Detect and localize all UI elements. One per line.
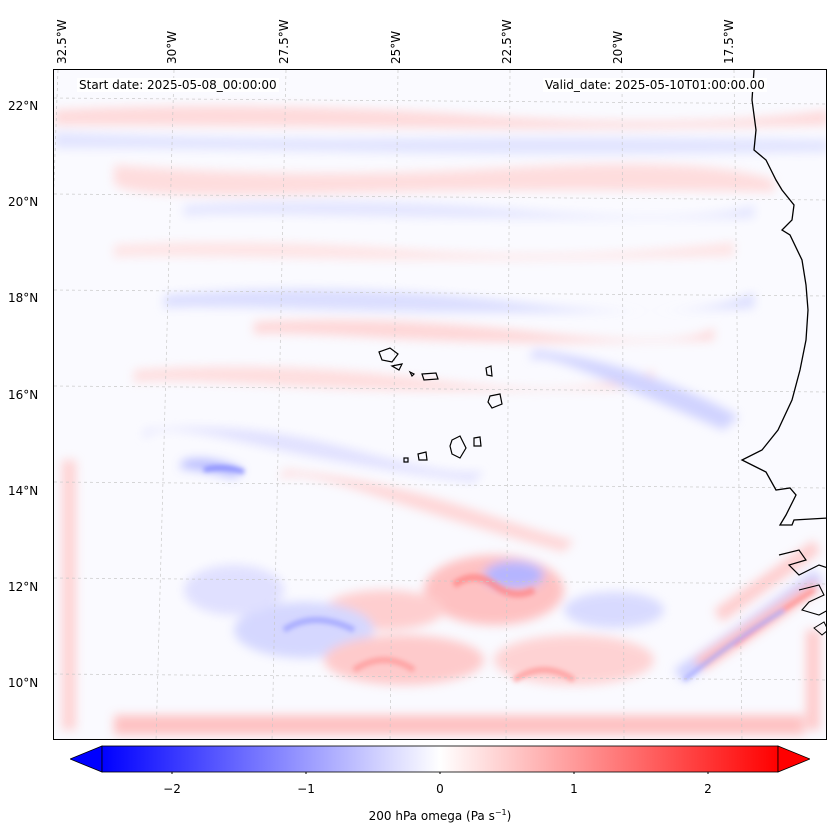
colorbar (70, 745, 810, 774)
lat-label-12n: 12°N (8, 580, 39, 594)
colorbar-tick-neg2: −2 (163, 782, 181, 796)
lat-label-14n: 14°N (8, 484, 39, 498)
cape-verde-islands (378, 347, 503, 463)
start-date-label: Start date: 2025-05-08_00:00:00 (77, 78, 279, 92)
african-coastline (740, 70, 826, 526)
colorbar-extend-max (777, 745, 810, 773)
gridlines (54, 70, 826, 739)
omega-field-map (54, 70, 826, 739)
colorbar-body (101, 745, 779, 773)
lon-label-32-5w: 32.5°W (55, 19, 69, 64)
lat-label-10n: 10°N (8, 676, 39, 690)
lon-label-27-5w: 27.5°W (277, 19, 291, 64)
omega-fine-structure (203, 465, 816, 683)
lat-label-22n: 22°N (8, 99, 39, 113)
colorbar-tick-0: 0 (436, 782, 444, 796)
colorbar-tick-neg1: −1 (297, 782, 315, 796)
map-panel (53, 69, 827, 740)
lat-label-18n: 18°N (8, 291, 39, 305)
colorbar-label-prefix: 200 hPa omega (Pa s (368, 809, 495, 823)
lon-label-22-5w: 22.5°W (500, 19, 514, 64)
lat-label-16n: 16°N (8, 388, 39, 402)
lat-label-20n: 20°N (8, 195, 39, 209)
lon-label-30w: 30°W (165, 30, 179, 64)
valid-date-label: Valid_date: 2025-05-10T01:00:00.00 (543, 78, 767, 92)
colorbar-extend-min (70, 745, 103, 773)
lon-label-17-5w: 17.5°W (722, 19, 736, 64)
colorbar-label-suffix: ) (506, 809, 512, 823)
lon-label-25w: 25°W (389, 30, 403, 64)
colorbar-label-exp: −1 (494, 808, 507, 817)
colorbar-tick-1: 1 (570, 782, 578, 796)
colorbar-tick-2: 2 (704, 782, 712, 796)
lon-label-20w: 20°W (611, 30, 625, 64)
colorbar-label: 200 hPa omega (Pa s−1) (0, 808, 837, 823)
